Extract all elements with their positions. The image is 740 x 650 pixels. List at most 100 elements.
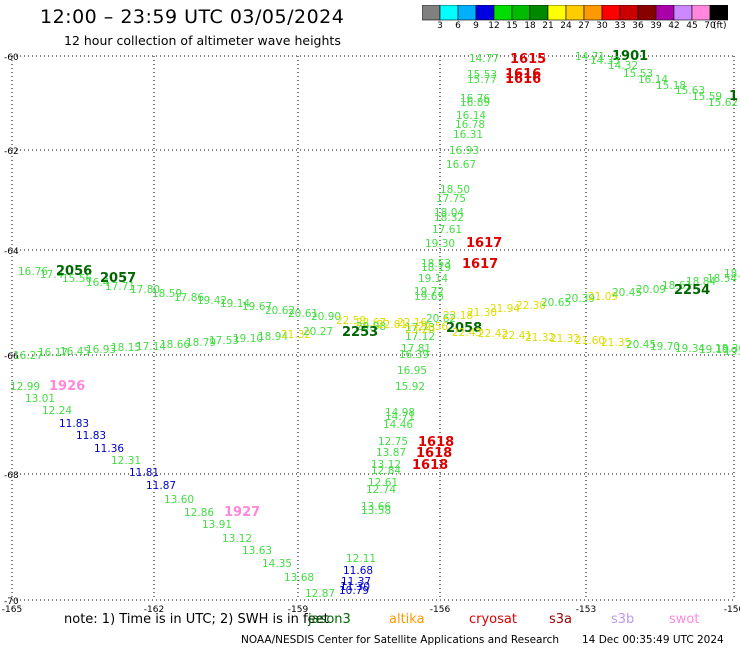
mission-s3b: s3b bbox=[611, 612, 635, 627]
pass-time-label: 1618 bbox=[418, 435, 454, 450]
wave-height-value: 11.37 bbox=[341, 576, 371, 588]
legend-swatch bbox=[511, 5, 531, 21]
wave-height-value: 20.39 bbox=[565, 293, 595, 305]
wave-height-value: 11.87 bbox=[146, 480, 176, 492]
wave-height-value: 19.70 bbox=[650, 341, 680, 353]
legend-swatch bbox=[439, 5, 459, 21]
legend-swatch bbox=[565, 5, 585, 21]
wave-height-value: 22.59 bbox=[336, 315, 366, 327]
wave-height-value: 19.14 bbox=[220, 298, 250, 310]
pass-time-label: 1616 bbox=[505, 72, 541, 87]
pass-time-label: 2057 bbox=[100, 271, 136, 286]
pass-time-label: 1617 bbox=[462, 257, 498, 272]
wave-height-value: 17.4 bbox=[40, 269, 64, 281]
wave-height-value: 19.67 bbox=[242, 301, 272, 313]
wave-height-value: 14.46 bbox=[383, 419, 413, 431]
legend-swatch bbox=[691, 5, 711, 21]
legend-label: 39 bbox=[650, 21, 662, 31]
legend-unit: (ft) bbox=[713, 21, 727, 31]
wave-height-value: 14.33 bbox=[590, 55, 620, 67]
legend-label: 9 bbox=[473, 21, 479, 31]
legend-swatch bbox=[457, 5, 477, 21]
legend-label: 36 bbox=[632, 21, 644, 31]
page-title: 12:00 – 23:59 UTC 03/05/2024 bbox=[40, 6, 345, 28]
legend-swatch bbox=[673, 5, 693, 21]
legend-label: 3 bbox=[437, 21, 443, 31]
wave-height-value: 13.60 bbox=[164, 494, 194, 506]
wave-height-value: 13.91 bbox=[202, 519, 232, 531]
wave-height-value: 16.95 bbox=[397, 365, 427, 377]
wave-height-value: 17.75 bbox=[436, 193, 466, 205]
wave-height-value: 12.87 bbox=[305, 588, 335, 600]
wave-height-value: 16.89 bbox=[460, 97, 490, 109]
legend-label: 33 bbox=[614, 21, 626, 31]
wave-height-value: 22.41 bbox=[502, 330, 532, 342]
wave-height-value: 22.81 bbox=[377, 319, 407, 331]
wave-height-value: 13.87 bbox=[376, 447, 406, 459]
wave-height-value: 15.53 bbox=[623, 68, 653, 80]
wave-height-value: 15.77 bbox=[467, 74, 497, 86]
wave-height-value: 12.84 bbox=[371, 465, 401, 477]
legend-label: 30 bbox=[596, 21, 608, 31]
wave-height-value: 22.18 bbox=[443, 310, 473, 322]
wave-height-value: 22.67 bbox=[356, 317, 386, 329]
wave-height-value: 16.39 bbox=[399, 349, 429, 361]
wave-height-value: 14.77 bbox=[469, 53, 499, 65]
wave-height-value: 13.12 bbox=[371, 459, 401, 471]
wave-height-value: 12.86 bbox=[184, 507, 214, 519]
wave-height-value: 19.68 bbox=[724, 346, 740, 358]
wave-height-value: 13.66 bbox=[361, 501, 391, 513]
wave-height-value: 21.09 bbox=[588, 291, 618, 303]
wave-height-value: 16.17 bbox=[38, 347, 68, 359]
map-grid bbox=[11, 55, 735, 601]
lon-label: -153 bbox=[576, 605, 596, 615]
wave-height-value: 21.60 bbox=[575, 335, 605, 347]
wave-height-value: 18.94 bbox=[258, 331, 288, 343]
lon-label: -165 bbox=[2, 605, 22, 615]
wave-height-value: 20.62 bbox=[265, 305, 295, 317]
wave-height-value: 18.53 bbox=[421, 258, 451, 270]
page-subtitle: 12 hour collection of altimeter wave hei… bbox=[64, 33, 341, 48]
wave-height-value: 16.93 bbox=[86, 344, 116, 356]
wave-height-value: 19.30 bbox=[425, 238, 455, 250]
legend-label: 70 bbox=[704, 21, 716, 31]
pass-time-label: 1926 bbox=[49, 379, 85, 394]
color-legend bbox=[422, 5, 728, 21]
wave-height-value: 12.75 bbox=[378, 436, 408, 448]
wave-height-value: 15.59 bbox=[692, 91, 722, 103]
pass-time-label: 1618 bbox=[416, 446, 452, 461]
wave-height-value: 22.42 bbox=[478, 328, 508, 340]
wave-height-value: 19.10 bbox=[233, 333, 263, 345]
wave-height-value: 18.19 bbox=[421, 262, 451, 274]
wave-height-value: 11.68 bbox=[343, 565, 373, 577]
wave-height-value: 17.73 bbox=[405, 322, 435, 334]
wave-height-value: 16.14 bbox=[456, 110, 486, 122]
wave-height-value: 18.04 bbox=[434, 207, 464, 219]
wave-height-value: 20.45 bbox=[626, 339, 656, 351]
pass-time-label: 1901 bbox=[612, 49, 648, 64]
wave-height-value: 15.62 bbox=[708, 97, 738, 109]
lon-label: -150 bbox=[724, 605, 740, 615]
credit-text: NOAA/NESDIS Center for Satellite Applica… bbox=[241, 634, 559, 646]
legend-label: 24 bbox=[560, 21, 572, 31]
lat-label: -64 bbox=[4, 247, 19, 257]
pass-time-label: 2058 bbox=[446, 321, 482, 336]
legend-swatch bbox=[529, 5, 549, 21]
pass-time-label: 2253 bbox=[342, 325, 378, 340]
wave-height-value: 22.16 bbox=[397, 317, 427, 329]
wave-height-value: 11.83 bbox=[76, 430, 106, 442]
wave-height-value: 21.32 bbox=[550, 333, 580, 345]
wave-height-value: 19.34 bbox=[675, 343, 705, 355]
wave-height-value: 17.12 bbox=[405, 331, 435, 343]
lon-label: -162 bbox=[144, 605, 164, 615]
wave-height-value: 18.15 bbox=[724, 268, 740, 280]
wave-height-value: 17.61 bbox=[432, 224, 462, 236]
wave-height-value: 11.30 bbox=[340, 581, 370, 593]
wave-height-value: 20.09 bbox=[636, 284, 666, 296]
wave-height-value: 18.61 bbox=[662, 280, 692, 292]
wave-height-value: 21.35 bbox=[601, 337, 631, 349]
wave-height-value: 12.24 bbox=[42, 405, 72, 417]
wave-height-value: 19.65 bbox=[414, 291, 444, 303]
mission-jason3: jason3 bbox=[308, 612, 351, 627]
